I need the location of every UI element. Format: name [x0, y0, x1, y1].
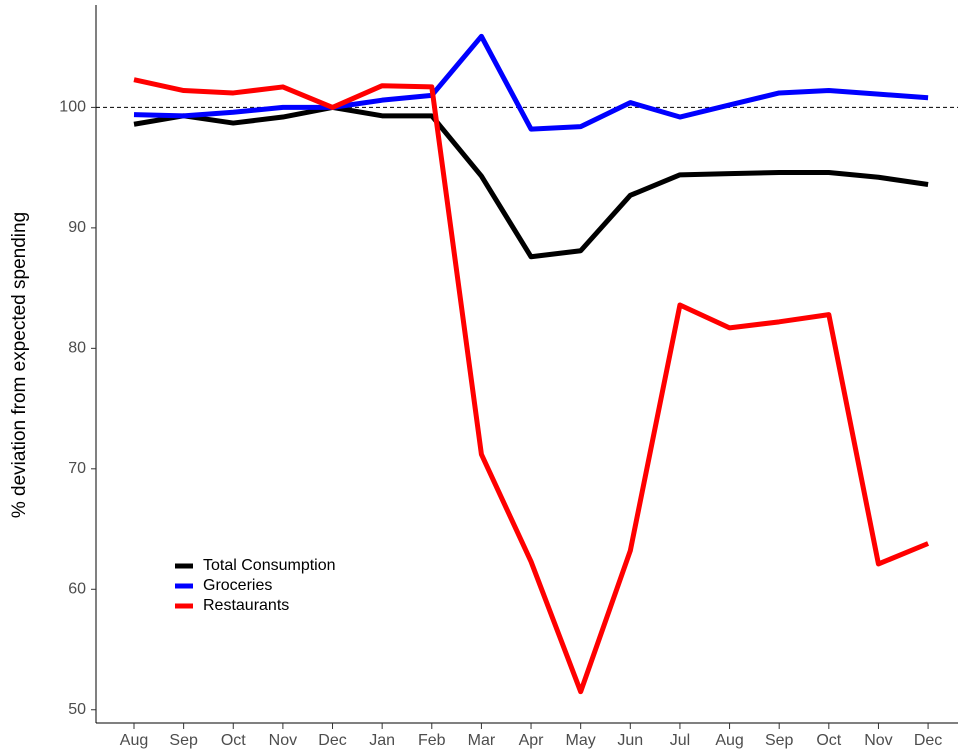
x-tick-label: Jan: [369, 732, 395, 749]
x-tick-label: Dec: [318, 732, 346, 749]
series-line: [133, 77, 930, 695]
x-tick-label: Oct: [816, 732, 841, 749]
x-tick-label: Mar: [468, 732, 496, 749]
x-tick-label: Sep: [169, 732, 198, 749]
legend-label: Restaurants: [203, 597, 289, 614]
x-tick-label: Jun: [617, 732, 643, 749]
x-tick-label: Aug: [715, 732, 743, 749]
series-line: [133, 33, 929, 132]
x-tick-label: Oct: [221, 732, 246, 749]
x-tick-label: Apr: [519, 732, 545, 749]
legend-label: Total Consumption: [203, 557, 336, 574]
y-tick-label: 70: [68, 460, 86, 477]
legend-label: Groceries: [203, 577, 272, 594]
x-tick-label: May: [566, 732, 596, 749]
y-tick-label: 100: [59, 99, 86, 116]
y-tick-label: 90: [68, 219, 86, 236]
x-tick-label: Sep: [765, 732, 794, 749]
y-tick-label: 60: [68, 580, 86, 597]
x-tick-label: Aug: [120, 732, 148, 749]
series-line: [133, 104, 929, 260]
x-tick-label: Nov: [269, 732, 297, 749]
x-tick-label: Nov: [864, 732, 892, 749]
y-axis-label: % deviation from expected spending: [9, 212, 30, 518]
y-tick-label: 80: [68, 340, 86, 357]
x-tick-label: Feb: [418, 732, 446, 749]
x-tick-label: Dec: [914, 732, 942, 749]
y-tick-label: 50: [68, 701, 86, 718]
x-tick-label: Jul: [670, 732, 690, 749]
